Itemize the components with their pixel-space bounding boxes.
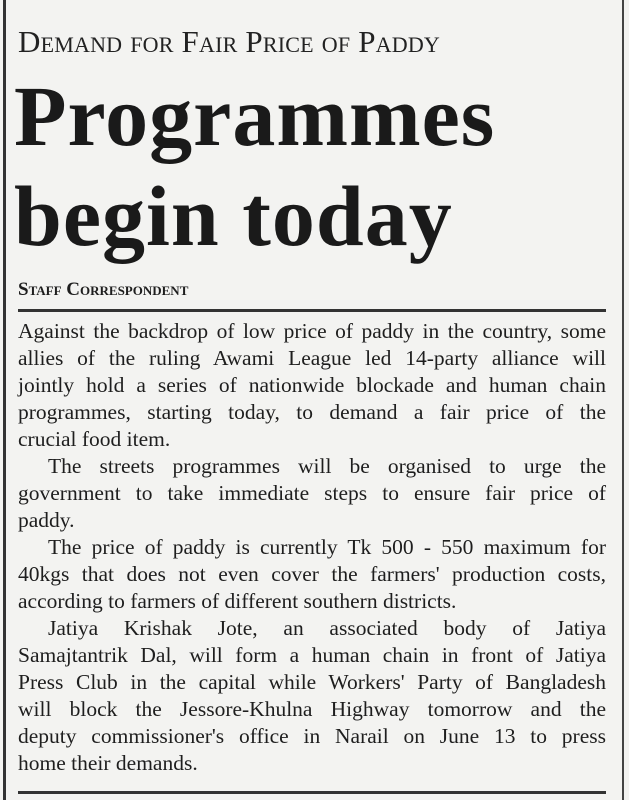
column-border-left — [3, 0, 6, 800]
paragraph: Jatiya Krishak Jote, an associated body … — [18, 615, 606, 777]
text-line: government to take immediate steps to en… — [18, 481, 606, 505]
paragraph: The price of paddy is currently Tk 500 -… — [18, 534, 606, 615]
column-border-right — [622, 0, 624, 800]
paragraph: Against the backdrop of low price of pad… — [18, 318, 606, 453]
text-line: 40kgs that does not even cover the farme… — [18, 562, 606, 586]
text-line: Jatiya Krishak Jote, an associated body … — [48, 616, 606, 640]
bottom-rule — [18, 791, 606, 794]
text-line: will block the Jessore-Khulna Highway to… — [18, 697, 606, 721]
kicker: Demand for Fair Price of Paddy — [18, 24, 440, 59]
text-line: programmes, starting today, to demand a … — [18, 400, 606, 424]
byline-rule — [18, 309, 606, 312]
text-line: allies of the ruling Awami League led 14… — [18, 346, 606, 370]
headline-line-1: Programmes — [14, 68, 496, 164]
text-line: according to farmers of different southe… — [18, 589, 457, 613]
text-line: home their demands. — [18, 751, 198, 775]
text-line: paddy. — [18, 508, 75, 532]
text-line: Press Club in the capital while Workers'… — [18, 670, 606, 694]
text-line: The streets programmes will be organised… — [48, 454, 606, 478]
byline: Staff Correspondent — [18, 279, 189, 300]
text-line: deputy commissioner's office in Narail o… — [18, 724, 606, 748]
text-line: Samajtantrik Dal, will form a human chai… — [18, 643, 606, 667]
text-line: crucial food item. — [18, 427, 171, 451]
text-line: jointly hold a series of nationwide bloc… — [18, 373, 606, 397]
text-line: The price of paddy is currently Tk 500 -… — [48, 535, 606, 559]
headline: Programmes begin today — [14, 66, 495, 266]
text-line: Against the backdrop of low price of pad… — [18, 319, 606, 343]
headline-line-2: begin today — [14, 168, 453, 264]
paragraph: The streets programmes will be organised… — [18, 453, 606, 534]
article-body: Against the backdrop of low price of pad… — [18, 318, 606, 777]
